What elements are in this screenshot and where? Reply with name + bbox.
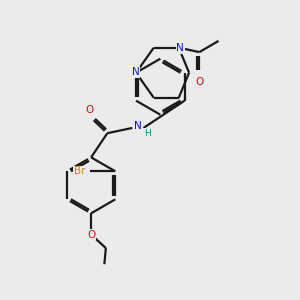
Text: O: O	[85, 105, 94, 115]
Text: N: N	[134, 122, 142, 131]
Text: N: N	[132, 67, 140, 77]
Text: H: H	[144, 129, 151, 138]
Text: N: N	[176, 43, 184, 53]
Text: O: O	[87, 230, 95, 239]
Text: O: O	[195, 76, 203, 86]
Text: Br: Br	[74, 166, 85, 176]
